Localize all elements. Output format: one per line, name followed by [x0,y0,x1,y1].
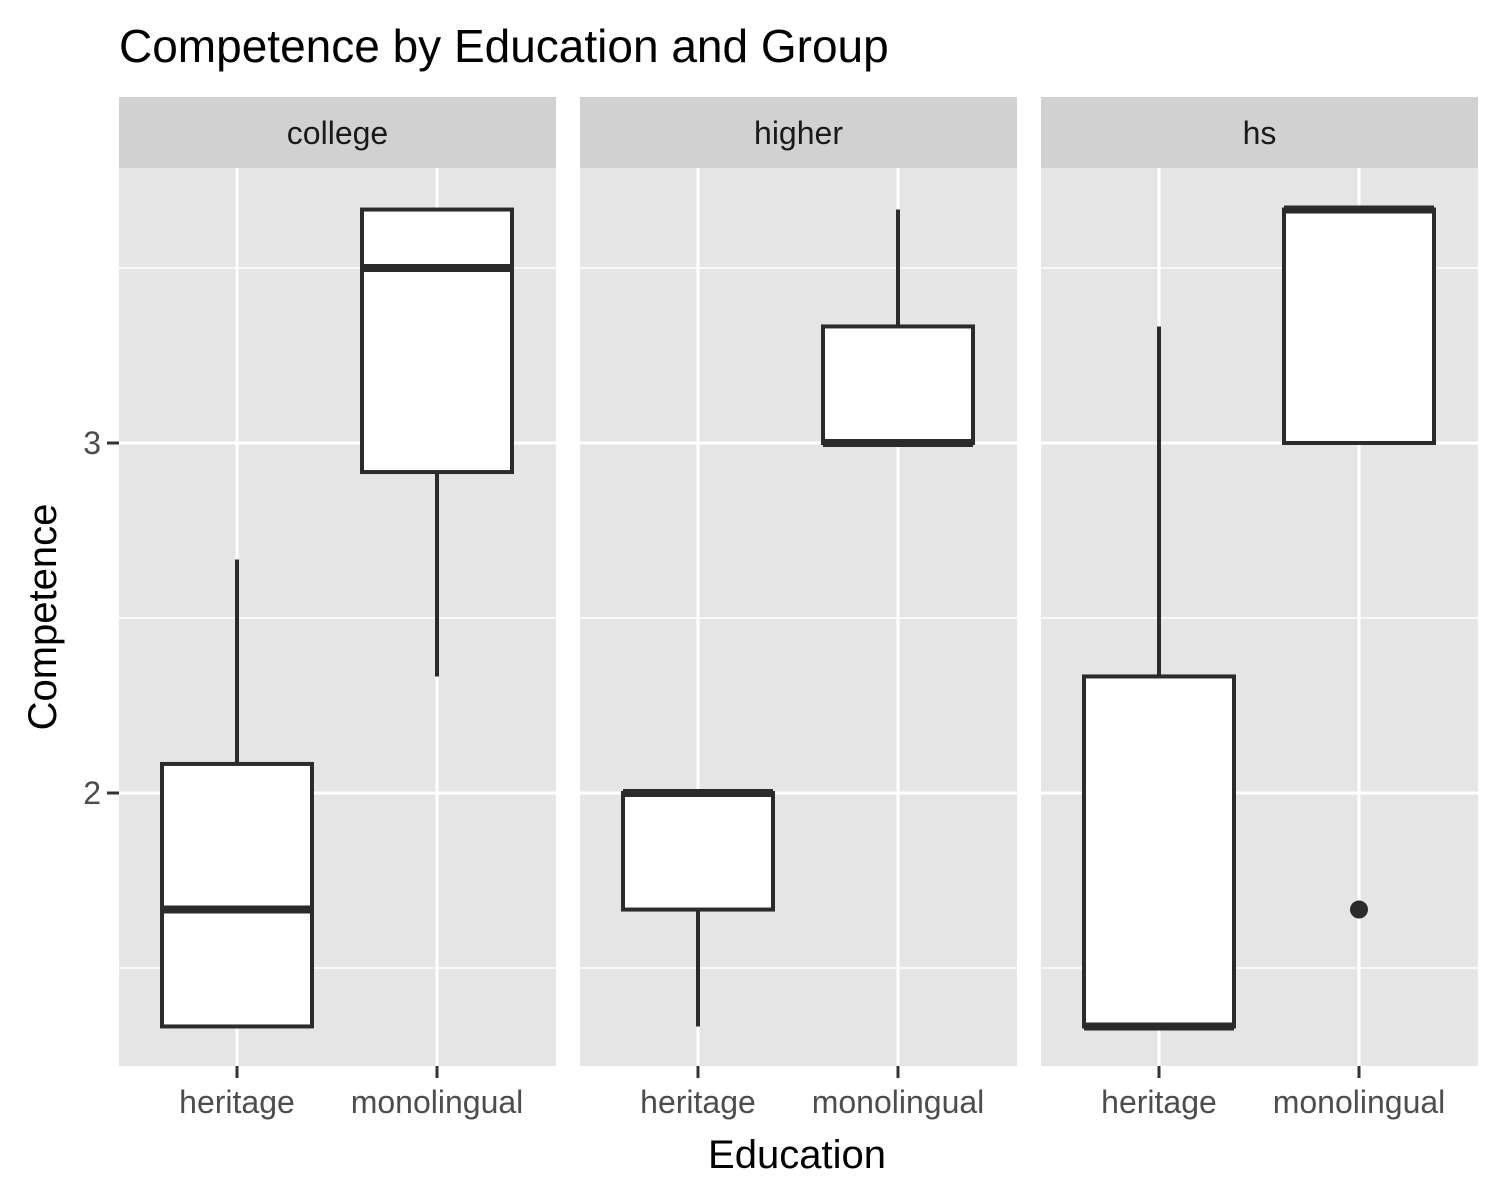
box-iqr [1282,207,1436,445]
box-college-heritage [160,559,314,1029]
box-iqr [360,207,514,475]
outlier-point [1350,900,1368,919]
x-tick-label: monolingual [1273,1084,1446,1120]
x-tick-label: heritage [179,1084,295,1120]
facet-strip-label: hs [1243,115,1277,151]
x-tick-label: monolingual [351,1084,524,1120]
x-tick-label: heritage [1101,1084,1217,1120]
box-iqr [160,761,314,1029]
box-iqr [821,324,975,446]
box-higher-heritage [621,789,775,1027]
x-tick-label: monolingual [812,1084,985,1120]
panel-background [580,168,1017,1066]
y-tick-label: 3 [83,425,101,461]
facet-strip [1041,97,1478,168]
x-axis-title: Education [708,1133,886,1177]
y-tick-label: 2 [83,775,101,811]
facet-panel-higher: higher heritage monolingual [580,97,1017,1120]
box-hs-heritage [1082,326,1236,1031]
facet-strip-label: college [287,115,388,151]
box-higher-monolingual [821,209,975,447]
facet-panels: college heritage monolingual higher heritage… [119,97,1478,1120]
x-tick-label: heritage [640,1084,756,1120]
box-hs-monolingual [1282,205,1436,919]
box-college-monolingual [360,207,514,677]
facet-strip-label: higher [754,115,843,151]
box-iqr [1082,674,1236,1029]
chart-title: Competence by Education and Group [119,20,889,72]
facet-panel-college: college heritage monolingual [119,97,556,1120]
y-axis-title: Competence [21,504,65,731]
facet-strip [580,97,1017,168]
y-axis: 23 [83,425,119,811]
box-iqr [621,791,775,912]
facet-panel-hs: hs heritage monolingual [1041,97,1478,1120]
facet-strip [119,97,556,168]
